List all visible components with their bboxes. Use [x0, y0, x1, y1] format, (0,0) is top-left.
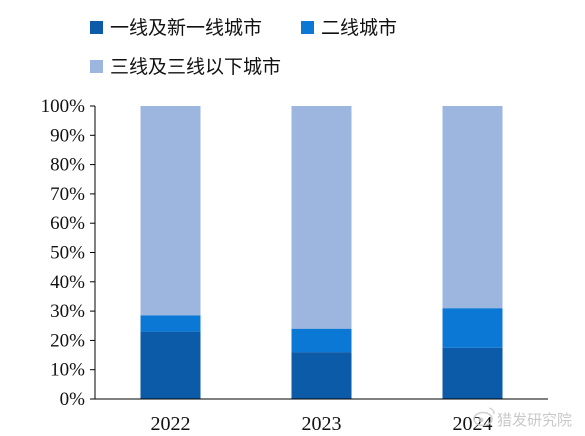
bar-2023-series-2	[291, 106, 352, 329]
y-tick-label: 70%	[50, 184, 85, 205]
y-tick-label: 40%	[50, 272, 85, 293]
y-tick-label: 0%	[60, 389, 86, 410]
watermark-text: 猎发研究院	[497, 411, 572, 429]
legend-label-tier3: 三线及三线以下城市	[110, 56, 281, 78]
y-tick-label: 100%	[41, 96, 86, 117]
watermark: 猎发研究院	[473, 407, 572, 429]
y-axis: 0% 10% 20% 30% 40% 50% 60% 70% 80% 90% 100%	[41, 96, 96, 410]
x-tick-label: 2024	[453, 413, 493, 435]
bar-2024-series-0	[442, 347, 503, 399]
legend-swatch-tier3	[90, 60, 103, 73]
bar-2023-series-1	[291, 328, 352, 353]
y-tick-label: 90%	[50, 125, 85, 146]
legend: 一线及新一线城市 二线城市 三线及三线以下城市	[90, 17, 397, 78]
legend-swatch-tier2	[301, 21, 314, 34]
legend-swatch-tier1	[90, 21, 103, 34]
bar-2022-series-0	[140, 331, 201, 399]
bar-2024-series-2	[442, 106, 503, 309]
x-tick-label: 2023	[302, 413, 342, 435]
y-tick-label: 20%	[50, 330, 85, 351]
y-tick-label: 10%	[50, 360, 85, 381]
bar-2022-series-2	[140, 106, 201, 316]
y-tick-label: 30%	[50, 301, 85, 322]
legend-label-tier2: 二线城市	[321, 17, 397, 39]
y-tick-label: 50%	[50, 243, 85, 264]
x-tick-label: 2022	[151, 413, 191, 435]
y-tick-label: 80%	[50, 155, 85, 176]
y-tick-label: 60%	[50, 213, 85, 234]
bar-2022-series-1	[140, 315, 201, 332]
bar-2024-series-1	[442, 308, 503, 348]
weibo-icon	[473, 407, 495, 427]
legend-label-tier1: 一线及新一线城市	[110, 17, 262, 39]
bars	[140, 106, 503, 399]
bar-2023-series-0	[291, 352, 352, 399]
x-axis: 2022 2023 2024	[95, 398, 548, 435]
